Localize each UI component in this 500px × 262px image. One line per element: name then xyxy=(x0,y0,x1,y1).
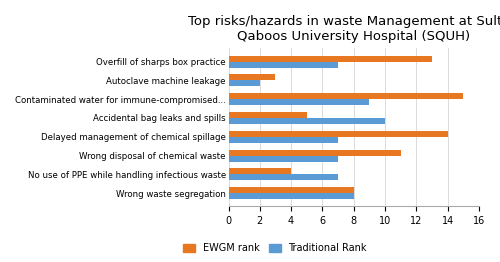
Title: Top risks/hazards in waste Management at Sultan
Qaboos University Hospital (SQUH: Top risks/hazards in waste Management at… xyxy=(188,15,500,43)
Bar xyxy=(228,62,338,68)
Bar xyxy=(228,193,354,199)
Bar xyxy=(228,174,338,180)
Bar xyxy=(228,168,291,174)
Bar xyxy=(228,150,400,156)
Bar xyxy=(228,99,370,105)
Bar xyxy=(228,118,385,124)
Bar xyxy=(228,137,338,143)
Bar xyxy=(228,131,448,137)
Bar xyxy=(228,187,354,193)
Bar xyxy=(228,80,260,86)
Legend: EWGM rank, Traditional Rank: EWGM rank, Traditional Rank xyxy=(179,239,371,257)
Bar xyxy=(228,56,432,62)
Bar xyxy=(228,74,276,80)
Bar xyxy=(228,112,307,118)
Bar xyxy=(228,156,338,162)
Bar xyxy=(228,93,463,99)
